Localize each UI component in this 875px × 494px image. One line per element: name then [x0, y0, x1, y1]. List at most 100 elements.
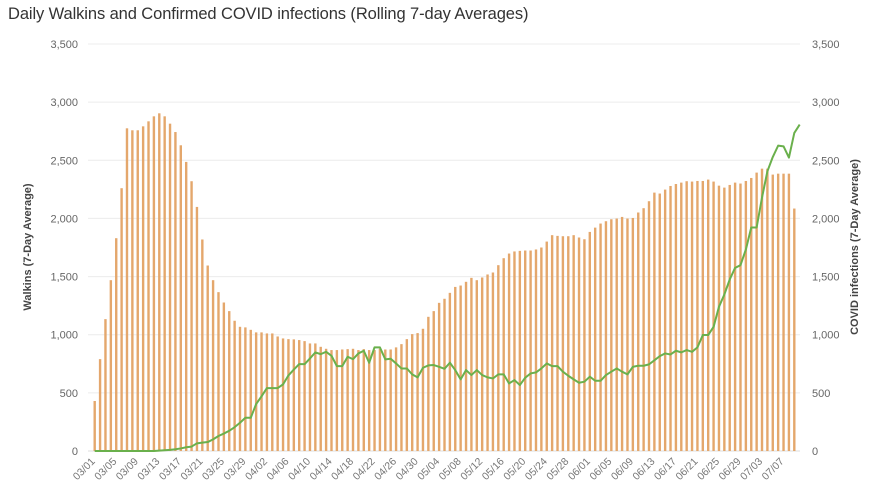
walkins-bar: [281, 338, 285, 451]
x-tick-label: 03/21: [178, 456, 205, 483]
x-tick-label: 05/16: [480, 456, 507, 483]
x-tick-label: 04/18: [329, 456, 356, 483]
walkins-bar: [615, 218, 618, 451]
walkins-bar: [394, 347, 398, 451]
walkins-bar: [254, 332, 258, 451]
walkins-bar: [136, 130, 139, 451]
right-y-axis-label: COVID infections (7-Day Average): [849, 159, 861, 335]
left-y-axis: 0 500 1,000 1,500 2,000 2,500 3,000 3,500: [50, 39, 78, 458]
x-tick-label: 05/28: [544, 456, 571, 483]
left-y-tick-label: 0: [72, 446, 78, 458]
walkins-bar: [211, 280, 215, 451]
x-tick-label: 05/08: [437, 456, 464, 483]
walkins-bar: [158, 113, 161, 451]
x-tick-label: 04/10: [286, 456, 313, 483]
x-tick-label: 06/01: [566, 456, 593, 483]
covid-line-layer: [94, 124, 801, 452]
walkins-bar: [109, 280, 113, 451]
walkins-bar: [201, 239, 204, 451]
left-y-tick-label: 500: [60, 388, 78, 400]
x-tick-label: 04/26: [372, 456, 399, 483]
walkins-bar: [238, 326, 242, 451]
walkins-bar: [556, 235, 559, 451]
walkins-bar: [233, 320, 236, 451]
right-y-tick-label: 0: [812, 446, 818, 458]
walkins-bar: [669, 185, 672, 452]
walkins-bar: [577, 237, 581, 451]
x-tick-label: 04/02: [243, 456, 270, 483]
left-y-tick-label: 3,000: [50, 97, 78, 109]
walkins-bar: [771, 174, 774, 451]
walkins-bar: [206, 265, 209, 451]
x-tick-label: 06/13: [630, 456, 657, 483]
walkins-bar: [572, 235, 575, 451]
walkins-bar: [497, 265, 500, 451]
walkins-bar: [723, 187, 726, 452]
walkins-bar: [674, 184, 678, 451]
walkins-bar: [421, 328, 425, 451]
walkins-bar: [653, 192, 656, 452]
walkins-bar: [491, 272, 495, 451]
walkins-bar: [147, 121, 150, 451]
walkins-bar: [464, 281, 468, 451]
walkins-bar: [637, 212, 640, 451]
walkins-bar: [271, 333, 274, 451]
walkins-bar: [739, 183, 742, 452]
x-tick-label: 03/29: [221, 456, 248, 483]
walkins-bar: [518, 250, 522, 451]
walkins-bar: [604, 221, 608, 451]
x-tick-label: 06/25: [695, 456, 722, 483]
left-y-tick-label: 1,500: [50, 272, 78, 284]
walkins-bar: [642, 208, 645, 451]
left-y-tick-label: 2,500: [50, 155, 78, 167]
walkins-bar: [131, 130, 134, 451]
walkins-bar: [647, 201, 651, 451]
walkins-bar: [760, 168, 764, 451]
walkins-bar: [244, 327, 247, 451]
x-tick-label: 05/24: [523, 456, 550, 483]
walkins-bar: [217, 292, 220, 451]
walkins-bar: [766, 168, 769, 451]
walkins-bar: [351, 348, 355, 451]
walkins-bar: [690, 181, 694, 451]
walkins-bar: [115, 238, 118, 451]
x-tick-label: 04/14: [308, 456, 335, 483]
x-tick-label: 03/05: [92, 456, 119, 483]
walkins-bar: [163, 116, 166, 451]
walkins-bar: [93, 401, 96, 451]
walkins-bar: [265, 333, 269, 451]
walkins-bar: [717, 185, 721, 451]
left-y-tick-label: 1,000: [50, 330, 78, 342]
walkins-bar: [707, 179, 710, 451]
walkins-bar: [174, 132, 177, 451]
walkins-bar: [567, 236, 570, 451]
walkins-bar: [593, 227, 597, 451]
walkins-bar: [346, 349, 349, 451]
walkins-bar: [303, 341, 306, 451]
walkins-bar: [712, 181, 715, 451]
chart-title: Daily Walkins and Confirmed COVID infect…: [8, 5, 529, 23]
walkins-bar: [755, 172, 758, 452]
walkins-bar: [341, 349, 344, 451]
walkins-bar: [141, 126, 145, 451]
right-y-tick-label: 1,500: [812, 272, 840, 284]
walkins-bar: [362, 349, 365, 451]
x-tick-label: 06/21: [673, 456, 700, 483]
walkins-bar: [314, 343, 317, 451]
walkins-bar: [443, 298, 446, 451]
walkins-bar: [98, 359, 102, 451]
x-tick-label: 03/17: [157, 456, 184, 483]
x-tick-label: 05/20: [501, 456, 528, 483]
walkins-bar: [782, 173, 785, 451]
x-tick-label: 06/29: [717, 456, 744, 483]
walkins-bar: [550, 235, 554, 451]
walkins-bar: [448, 292, 452, 451]
right-y-tick-label: 2,000: [812, 213, 840, 225]
right-y-tick-label: 1,000: [812, 330, 840, 342]
walkins-bar: [583, 239, 586, 451]
walkins-bar: [680, 182, 683, 452]
left-y-tick-label: 3,500: [50, 39, 78, 51]
walkins-bar: [475, 280, 478, 451]
walkins-bar: [298, 340, 301, 451]
